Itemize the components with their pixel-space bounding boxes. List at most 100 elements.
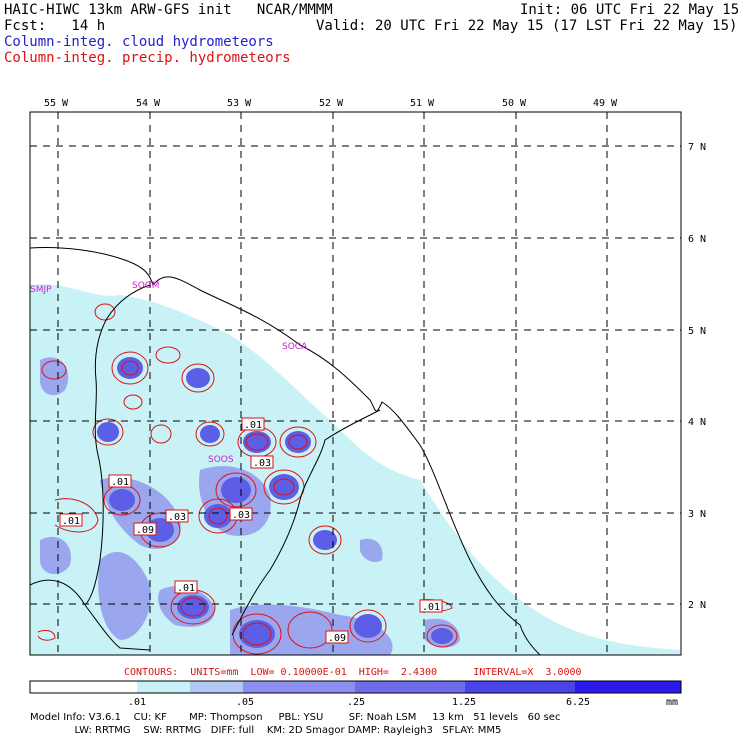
colorbar-segment bbox=[137, 681, 190, 693]
contour-label: .03 bbox=[253, 458, 271, 469]
colorbar-tick: 1.25 bbox=[452, 697, 476, 708]
precip-contour bbox=[208, 507, 228, 525]
lon-label: 55 W bbox=[44, 98, 69, 109]
cloud-strong-cell bbox=[285, 431, 311, 453]
precip-contour bbox=[273, 478, 295, 496]
contour-label-box bbox=[229, 507, 253, 521]
station-label: SOOS bbox=[208, 455, 234, 465]
cloud-strong-cell bbox=[313, 530, 337, 550]
precip-contour bbox=[308, 525, 342, 555]
lon-label: 51 W bbox=[410, 98, 435, 109]
colorbar-segment bbox=[465, 681, 575, 693]
lat-label: 7 N bbox=[688, 142, 706, 153]
lat-label: 4 N bbox=[688, 417, 706, 428]
border bbox=[29, 579, 151, 651]
cloud-strong-cell bbox=[269, 474, 299, 500]
contour-label: .01 bbox=[111, 477, 129, 488]
colorbar-unit: mm bbox=[666, 697, 678, 708]
contour-label: .09 bbox=[328, 633, 346, 644]
model-info-line1: Model Info: V3.6.1 CU: KF MP: Thompson P… bbox=[30, 712, 561, 723]
colorbar-tick: .01 bbox=[128, 697, 146, 708]
precip-contour bbox=[288, 434, 308, 450]
contour-label-box bbox=[250, 455, 274, 469]
lat-label: 5 N bbox=[688, 326, 706, 337]
cloud-mid-area bbox=[40, 357, 69, 396]
cloud-strong-cell bbox=[109, 489, 135, 511]
contour-label: .03 bbox=[168, 512, 186, 523]
cloud-mid-area bbox=[98, 551, 151, 640]
color-bar bbox=[29, 680, 682, 694]
contour-label: .09 bbox=[136, 525, 154, 536]
precip-contour bbox=[123, 394, 143, 410]
contour-label: .01 bbox=[422, 602, 440, 613]
cloud-strong-cell bbox=[177, 595, 209, 619]
colorbar-segment bbox=[190, 681, 243, 693]
contour-label: .01 bbox=[62, 516, 80, 527]
precip-contour bbox=[94, 303, 116, 321]
precip-contour bbox=[181, 363, 215, 393]
model-title: HAIC-HIWC 13km ARW-GFS init NCAR/MMMM bbox=[4, 2, 333, 18]
precip-contours bbox=[37, 303, 458, 655]
contour-info: CONTOURS: UNITS=mm LOW= 0.10000E-01 HIGH… bbox=[124, 667, 582, 678]
precip-contour bbox=[37, 629, 56, 641]
colorbar-tick: .25 bbox=[347, 697, 365, 708]
cloud-mid-area bbox=[360, 538, 383, 562]
colorbar-ticks: .01 .05 .25 1.25 6.25 mm bbox=[128, 697, 678, 708]
colorbar-segment bbox=[30, 681, 137, 693]
colorbar-tick: .05 bbox=[236, 697, 254, 708]
border bbox=[84, 284, 151, 606]
precip-contour bbox=[54, 498, 99, 533]
map-frame bbox=[29, 111, 682, 656]
contour-value-labels: .01 .03 .03 .01 .09 .03 .01 .01 .09 .01 bbox=[59, 417, 443, 644]
station-label: SOGM bbox=[132, 281, 160, 291]
cloud-strong-cell bbox=[221, 477, 251, 503]
colorbar-segment bbox=[575, 681, 681, 693]
border bbox=[231, 409, 381, 636]
cloud-strong-cell bbox=[117, 357, 143, 379]
longitude-labels: 55 W 54 W 53 W 52 W 51 W 50 W 49 W bbox=[44, 98, 618, 109]
latitude-labels: 7 N 6 N 5 N 4 N 3 N 2 N bbox=[688, 142, 706, 611]
cloud-mid-area bbox=[40, 536, 71, 575]
field-cloud-label: Column-integ. cloud hydrometeors bbox=[4, 34, 274, 50]
precip-contour bbox=[195, 421, 225, 447]
colorbar-frame bbox=[29, 680, 682, 694]
precip-contour bbox=[150, 424, 172, 444]
contour-label-box bbox=[133, 522, 157, 536]
colorbar-segment bbox=[355, 681, 465, 693]
contour-label-box bbox=[174, 580, 198, 594]
cloud-strong-cell bbox=[204, 504, 232, 528]
lat-lon-grid bbox=[30, 112, 681, 655]
precip-contour bbox=[263, 469, 305, 505]
contour-label-box bbox=[59, 513, 83, 527]
field-precip-label: Column-integ. precip. hydrometeors bbox=[4, 50, 291, 66]
cloud-strong-cell bbox=[431, 628, 453, 644]
precip-contour bbox=[41, 360, 67, 380]
precip-contour bbox=[121, 360, 139, 376]
contour-label: .01 bbox=[244, 420, 262, 431]
precip-contour bbox=[349, 609, 387, 643]
cloud-strong-cell bbox=[243, 431, 271, 453]
cloud-strong-cell bbox=[354, 614, 382, 638]
precip-contour bbox=[155, 346, 181, 364]
contour-label: .03 bbox=[232, 510, 250, 521]
contour-label: .01 bbox=[177, 583, 195, 594]
cloud-strong-cell bbox=[186, 368, 210, 388]
cloud-hydrometeor-shading bbox=[30, 284, 680, 655]
precip-contour bbox=[180, 597, 206, 617]
station-label: SMJP bbox=[30, 285, 52, 295]
precip-contour bbox=[287, 611, 333, 649]
cloud-strong-cell bbox=[200, 425, 220, 443]
cloud-strong-cells bbox=[97, 357, 453, 648]
model-info-line2: LW: RRTMG SW: RRTMG DIFF: full KM: 2D Sm… bbox=[30, 725, 502, 736]
cloud-strong-cell bbox=[97, 422, 119, 442]
lat-label: 3 N bbox=[688, 509, 706, 520]
precip-contour bbox=[279, 426, 317, 458]
valid-time: Valid: 20 UTC Fri 22 May 15 (17 LST Fri … bbox=[316, 18, 738, 34]
lat-label: 6 N bbox=[688, 234, 706, 245]
coastlines-borders bbox=[29, 247, 541, 656]
precip-contour bbox=[111, 351, 149, 385]
precip-contour bbox=[242, 622, 272, 646]
precip-contour bbox=[245, 433, 269, 451]
lon-label: 49 W bbox=[593, 98, 618, 109]
